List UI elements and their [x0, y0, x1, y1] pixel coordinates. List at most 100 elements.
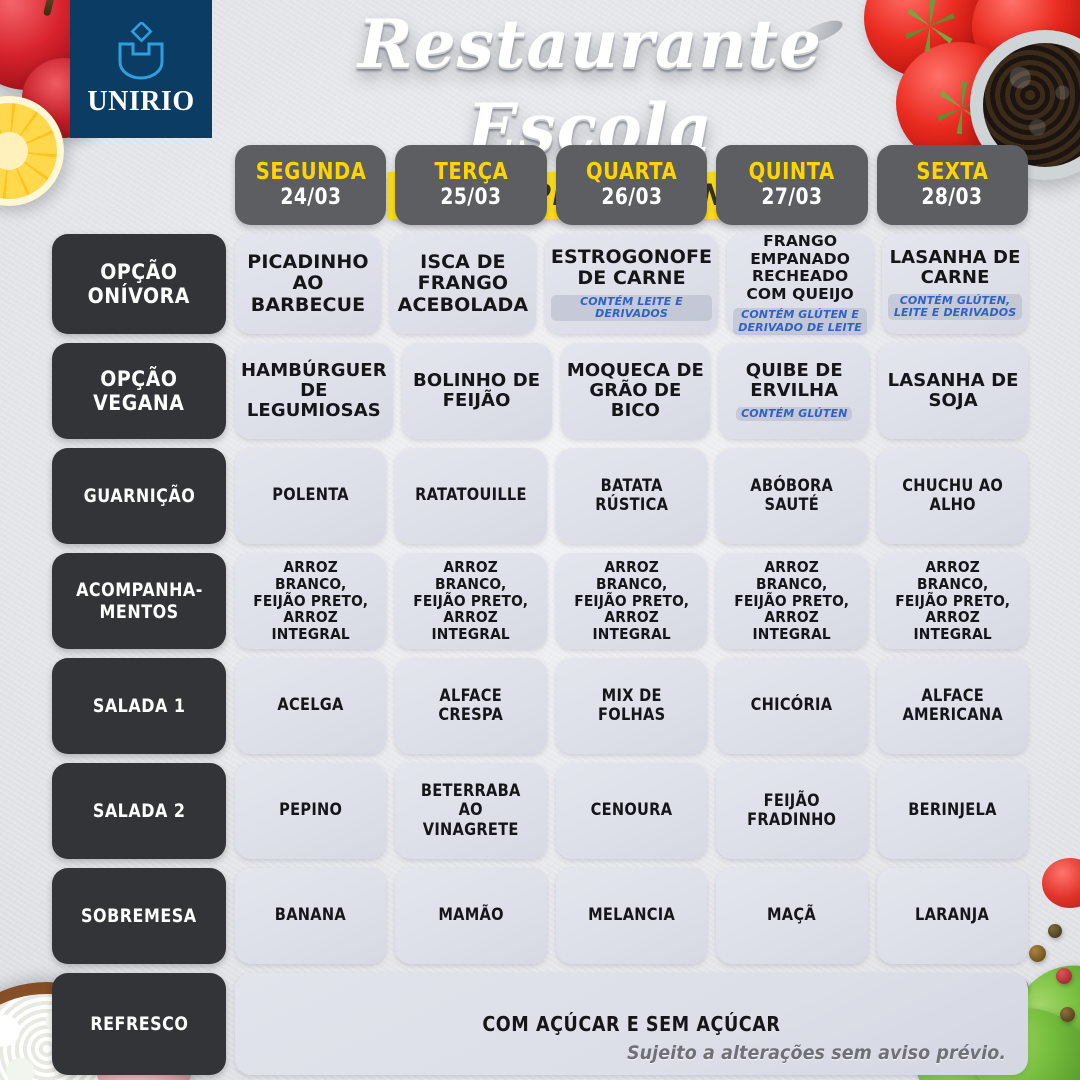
- row-label-line-2: VEGANA: [93, 391, 185, 415]
- dish-name: BETERRABA AO VINAGRETE: [421, 781, 521, 840]
- dish-name: PICADINHO AO BARBECUE: [247, 250, 369, 316]
- day-header-quarta[interactable]: QUARTA 26/03: [555, 145, 708, 225]
- dish-name: ISCA DE FRANGO ACEBOLADA: [397, 250, 529, 316]
- menu-cell-guarnicao-quarta[interactable]: BATATA RÚSTICA: [555, 448, 708, 544]
- day-header-row: SEGUNDA 24/03 TERÇA 25/03 QUARTA 26/03 Q…: [52, 145, 1029, 225]
- row-label-acompanhamentos: ACOMPANHA- MENTOS: [52, 553, 226, 649]
- peppercorn-image-5: [1060, 1007, 1075, 1022]
- menu-cell-salada2-sexta[interactable]: BERINJELA: [876, 763, 1029, 859]
- day-header-sexta[interactable]: SEXTA 28/03: [876, 145, 1029, 225]
- menu-cell-salada2-terca[interactable]: BETERRABA AO VINAGRETE: [395, 763, 547, 859]
- menu-cell-acompanhamentos-terca[interactable]: ARROZ BRANCO, FEIJÃO PRETO, ARROZ INTEGR…: [395, 553, 547, 649]
- row-label-line-1: SALADA 1: [92, 695, 186, 717]
- row-label-opcao-onivora: OPÇÃO ONÍVORA: [52, 234, 226, 334]
- dish-name: MAÇÃ: [767, 905, 817, 926]
- dish-name: ARROZ BRANCO, FEIJÃO PRETO, ARROZ INTEGR…: [894, 557, 1010, 644]
- day-header-quinta[interactable]: QUINTA 27/03: [716, 145, 868, 225]
- menu-cell-vegana-quinta[interactable]: QUIBE DE ERVILHA CONTÉM GLÚTEN: [719, 343, 870, 439]
- day-name: QUINTA: [748, 158, 835, 185]
- menu-cell-salada2-quarta[interactable]: CENOURA: [555, 763, 708, 859]
- dish-name: CHUCHU AO ALHO: [901, 475, 1003, 515]
- dish-name: ABÓBORA SAUTÉ: [750, 475, 834, 515]
- allergen-badge: CONTÉM GLÚTEN, LEITE E DERIVADOS: [888, 293, 1023, 320]
- day-header-terca[interactable]: TERÇA 25/03: [395, 145, 547, 225]
- row-label-line-1: OPÇÃO: [100, 260, 178, 284]
- dish-name: FRANGO EMPANADO RECHEADO COM QUEIJO: [746, 232, 854, 303]
- menu-cell-salada1-quinta[interactable]: CHICÓRIA: [716, 658, 868, 754]
- menu-cell-salada1-quarta[interactable]: MIX DE FOLHAS: [555, 658, 708, 754]
- menu-cell-refresco-all-days[interactable]: COM AÇÚCAR E SEM AÇÚCAR: [235, 973, 1028, 1075]
- dish-name: FEIJÃO FRADINHO: [747, 790, 837, 830]
- day-name: TERÇA: [434, 158, 508, 185]
- day-date: 26/03: [601, 184, 663, 210]
- tomato-leaf-icon-1: [904, 0, 956, 52]
- row-label-line-1: SALADA 2: [92, 800, 186, 822]
- menu-cell-onivora-segunda[interactable]: PICADINHO AO BARBECUE: [235, 234, 381, 334]
- menu-cell-acompanhamentos-quarta[interactable]: ARROZ BRANCO, FEIJÃO PRETO, ARROZ INTEGR…: [555, 553, 708, 649]
- menu-row-guarnicao: GUARNIÇÃO POLENTA RATATOUILLE BATATA RÚS…: [52, 448, 1029, 544]
- menu-cell-sobremesa-sexta[interactable]: LARANJA: [876, 868, 1029, 964]
- dish-name: RATATOUILLE: [415, 485, 527, 506]
- menu-cell-onivora-quarta[interactable]: ESTROGONOFE DE CARNE CONTÉM LEITE E DERI…: [544, 234, 719, 334]
- row-label-line-1: ACOMPANHA-: [75, 579, 203, 601]
- dish-name: LASANHA DE CARNE: [889, 247, 1021, 289]
- menu-cell-salada1-segunda[interactable]: ACELGA: [235, 658, 387, 754]
- menu-row-sobremesa: SOBREMESA BANANA MAMÃO MELANCIA MAÇÃ LAR…: [52, 868, 1029, 964]
- allergen-badge: CONTÉM LEITE E DERIVADOS: [550, 294, 713, 322]
- dish-name: POLENTA: [272, 485, 350, 506]
- row-label-line-2: MENTOS: [99, 601, 179, 623]
- drink-options: COM AÇÚCAR E SEM AÇÚCAR: [482, 1012, 781, 1036]
- dish-name: BOLINHO DE FEIJÃO: [413, 369, 541, 411]
- dish-name: ARROZ BRANCO, FEIJÃO PRETO, ARROZ INTEGR…: [253, 557, 369, 644]
- row-label-line-1: GUARNIÇÃO: [83, 485, 195, 507]
- menu-row-salada-1: SALADA 1 ACELGA ALFACE CRESPA MIX DE FOL…: [52, 658, 1029, 754]
- menu-cell-vegana-sexta[interactable]: LASANHA DE SOJA: [878, 343, 1029, 439]
- dish-name: BANANA: [275, 905, 347, 926]
- dish-name: ALFACE CRESPA: [438, 685, 504, 725]
- dish-name: LARANJA: [915, 905, 990, 926]
- menu-cell-sobremesa-terca[interactable]: MAMÃO: [395, 868, 547, 964]
- dish-name: HAMBÚRGUER DE LEGUMIOSAS: [241, 359, 387, 422]
- grid-corner-spacer: [52, 145, 226, 225]
- dish-name: MELANCIA: [588, 905, 675, 926]
- menu-cell-sobremesa-segunda[interactable]: BANANA: [235, 868, 387, 964]
- menu-cell-salada1-terca[interactable]: ALFACE CRESPA: [395, 658, 547, 754]
- peppercorn-image-2: [1056, 968, 1072, 984]
- menu-cell-acompanhamentos-sexta[interactable]: ARROZ BRANCO, FEIJÃO PRETO, ARROZ INTEGR…: [876, 553, 1029, 649]
- menu-row-opcao-vegana: OPÇÃO VEGANA HAMBÚRGUER DE LEGUMIOSAS BO…: [52, 343, 1029, 439]
- dish-name: ACELGA: [277, 695, 344, 716]
- allergen-badge: CONTÉM GLÚTEN E DERIVADO DE LEITE: [733, 308, 868, 335]
- dish-name: MOQUECA DE GRÃO DE BICO: [566, 359, 704, 422]
- tomato-image-4: [1042, 858, 1080, 908]
- day-header-segunda[interactable]: SEGUNDA 24/03: [235, 145, 387, 225]
- menu-row-refresco: REFRESCO COM AÇÚCAR E SEM AÇÚCAR: [52, 973, 1028, 1075]
- menu-cell-guarnicao-terca[interactable]: RATATOUILLE: [395, 448, 547, 544]
- menu-cell-sobremesa-quinta[interactable]: MAÇÃ: [716, 868, 868, 964]
- day-date: 25/03: [440, 184, 502, 210]
- disclaimer-note: Sujeito a alterações sem aviso prévio.: [626, 1042, 1006, 1064]
- menu-cell-onivora-terca[interactable]: ISCA DE FRANGO ACEBOLADA: [389, 234, 536, 334]
- menu-cell-salada2-quinta[interactable]: FEIJÃO FRADINHO: [716, 763, 868, 859]
- menu-cell-guarnicao-sexta[interactable]: CHUCHU AO ALHO: [876, 448, 1029, 544]
- menu-cell-acompanhamentos-quinta[interactable]: ARROZ BRANCO, FEIJÃO PRETO, ARROZ INTEGR…: [716, 553, 868, 649]
- menu-cell-acompanhamentos-segunda[interactable]: ARROZ BRANCO, FEIJÃO PRETO, ARROZ INTEGR…: [235, 553, 387, 649]
- menu-cell-onivora-quinta[interactable]: FRANGO EMPANADO RECHEADO COM QUEIJO CONT…: [727, 232, 874, 335]
- menu-cell-sobremesa-quarta[interactable]: MELANCIA: [555, 868, 708, 964]
- dish-name: MIX DE FOLHAS: [597, 685, 666, 725]
- row-label-refresco: REFRESCO: [52, 973, 226, 1075]
- menu-cell-onivora-sexta[interactable]: LASANHA DE CARNE CONTÉM GLÚTEN, LEITE E …: [882, 234, 1029, 334]
- menu-cell-vegana-segunda[interactable]: HAMBÚRGUER DE LEGUMIOSAS: [235, 343, 393, 439]
- menu-cell-vegana-terca[interactable]: BOLINHO DE FEIJÃO: [401, 343, 552, 439]
- dish-name: MAMÃO: [438, 905, 504, 926]
- row-label-line-1: SOBREMESA: [81, 905, 197, 927]
- dish-name: ALFACE AMERICANA: [902, 685, 1003, 725]
- menu-cell-guarnicao-segunda[interactable]: POLENTA: [235, 448, 387, 544]
- allergen-badge: CONTÉM GLÚTEN: [736, 406, 853, 421]
- menu-cell-guarnicao-quinta[interactable]: ABÓBORA SAUTÉ: [716, 448, 868, 544]
- menu-cell-salada2-segunda[interactable]: PEPINO: [235, 763, 387, 859]
- row-label-guarnicao: GUARNIÇÃO: [52, 448, 226, 544]
- menu-cell-vegana-quarta[interactable]: MOQUECA DE GRÃO DE BICO: [560, 343, 711, 439]
- row-label-salada-2: SALADA 2: [52, 763, 226, 859]
- dish-name: LASANHA DE SOJA: [887, 369, 1019, 411]
- menu-cell-salada1-sexta[interactable]: ALFACE AMERICANA: [876, 658, 1029, 754]
